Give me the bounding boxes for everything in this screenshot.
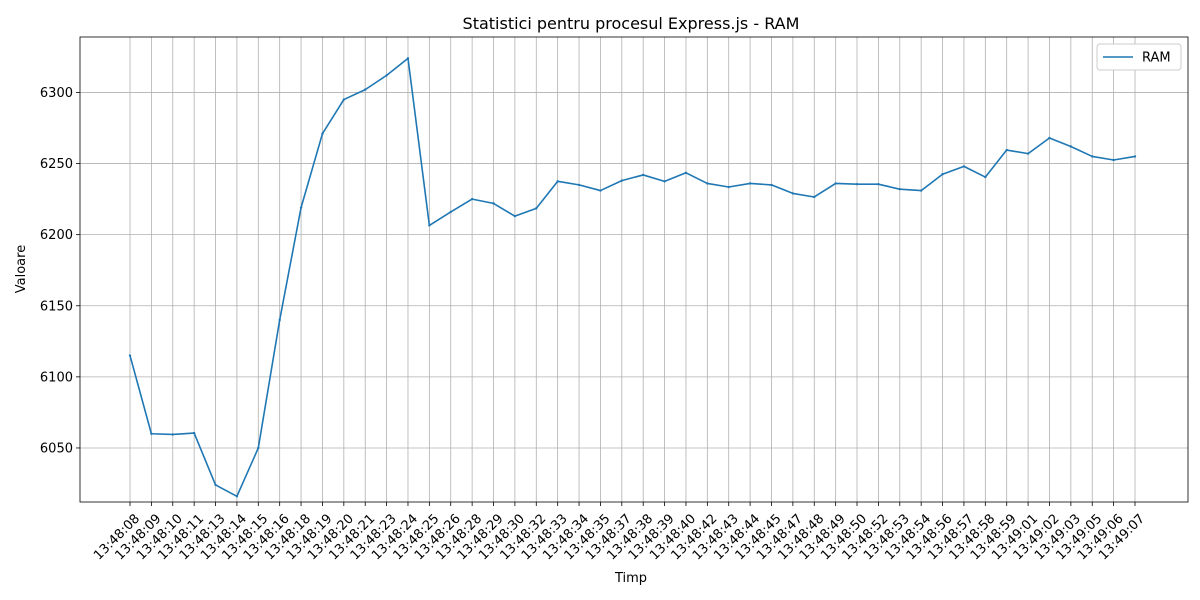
data-point (1005, 148, 1008, 152)
data-point (984, 175, 987, 179)
data-point (620, 179, 624, 182)
data-point (748, 182, 752, 185)
data-point (192, 431, 196, 435)
y-axis-label: Valoare (14, 245, 29, 293)
chart-title: Statistici pentru procesul Express.js - … (463, 14, 800, 33)
plot-frame (79, 36, 1189, 503)
legend-box (1096, 43, 1182, 71)
data-point (855, 182, 859, 186)
data-point (898, 187, 901, 191)
data-point (941, 173, 944, 176)
data-point (684, 171, 688, 175)
data-point (641, 173, 645, 177)
y-axis: 6050 6100 6150 6200 6250 6300 (40, 86, 80, 456)
data-point (214, 483, 217, 487)
y-tick-label: 6150 (40, 299, 73, 314)
data-point (428, 224, 431, 227)
data-point (556, 180, 559, 183)
data-point (535, 207, 538, 210)
y-tick-label: 6050 (40, 441, 73, 456)
data-point (321, 132, 324, 135)
data-point (813, 195, 816, 199)
series-layer (128, 57, 1137, 498)
data-point (1133, 155, 1137, 158)
legend: RAM (1096, 43, 1182, 71)
data-point (877, 182, 880, 186)
data-point (385, 74, 388, 77)
legend-entry-ram: RAM (1142, 51, 1171, 66)
data-point (492, 202, 495, 205)
x-axis-label: Timp (614, 571, 647, 586)
data-point (1026, 152, 1030, 155)
data-point (1091, 155, 1094, 158)
data-point (278, 318, 281, 322)
data-point (1069, 145, 1073, 148)
data-point (150, 432, 153, 435)
data-point (1048, 136, 1051, 140)
data-point (834, 182, 837, 185)
data-point (663, 180, 666, 183)
data-point (770, 183, 773, 187)
data-point (449, 210, 452, 214)
data-point (299, 206, 303, 209)
y-tick-label: 6200 (40, 228, 73, 243)
data-point (406, 57, 410, 60)
data-point (599, 189, 602, 192)
y-tick-label: 6250 (40, 157, 73, 172)
data-point (513, 214, 517, 218)
data-point (791, 192, 795, 195)
data-point (706, 182, 709, 185)
y-tick-label: 6300 (40, 86, 73, 101)
data-point (128, 354, 132, 357)
data-point (235, 495, 239, 498)
data-point (577, 183, 581, 187)
grid-layer (80, 37, 1188, 502)
data-point (257, 446, 260, 450)
series-line-ram (129, 57, 1136, 498)
data-point (919, 189, 923, 192)
data-point (1112, 158, 1115, 162)
y-tick-label: 6100 (40, 370, 73, 385)
data-point (364, 88, 367, 91)
data-point (470, 197, 474, 201)
data-point (171, 433, 174, 436)
data-point (342, 98, 346, 101)
data-point (727, 185, 730, 189)
data-point (962, 165, 966, 168)
